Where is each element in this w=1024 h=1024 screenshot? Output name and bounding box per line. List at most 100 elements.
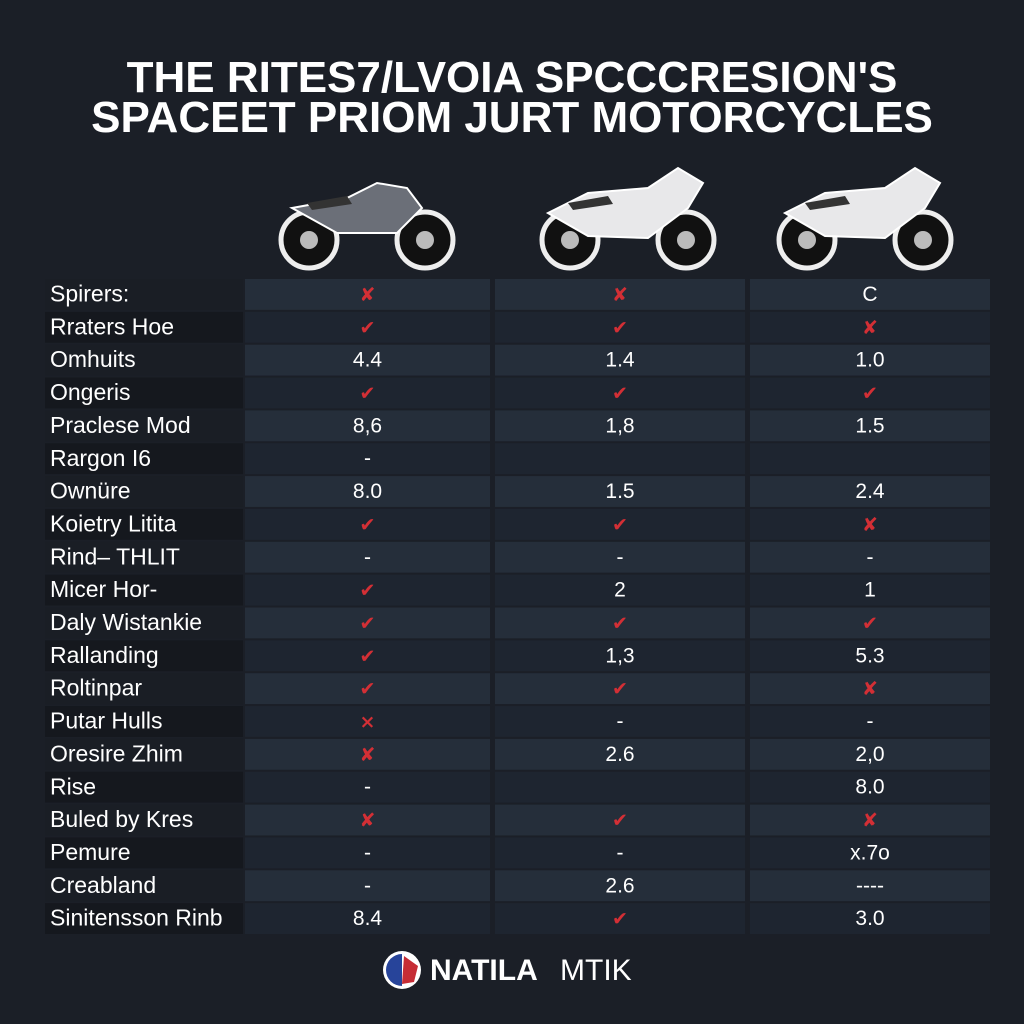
label-bg	[45, 443, 243, 475]
cell-value: 2.6	[605, 743, 634, 766]
bike-seat	[307, 196, 352, 210]
row-label: Ongeris	[50, 379, 131, 405]
cell-value: 2	[614, 579, 626, 602]
cell-bg	[495, 344, 745, 376]
hub	[914, 231, 932, 249]
cell-bg	[495, 804, 745, 836]
row-label: Buled by Kres	[50, 806, 193, 832]
hub	[561, 231, 579, 249]
row-label: Omhuits	[50, 346, 136, 372]
row-label: Praclese Mod	[50, 412, 191, 438]
cell-value: 2,0	[855, 743, 884, 766]
cell-bg	[245, 508, 490, 540]
cell-bg	[750, 607, 990, 639]
label-bg	[45, 410, 243, 442]
label-bg	[45, 311, 243, 343]
logo-flag	[402, 956, 418, 984]
cell-value: -	[364, 776, 371, 799]
brand-bold: NATILA	[430, 954, 538, 987]
row-label: Spirers:	[50, 281, 129, 307]
cell-value: ✔	[612, 810, 628, 832]
cell-value: ✘	[862, 810, 878, 832]
row-label: Sinitensson Rinb	[50, 905, 223, 931]
cell-value: 2.4	[855, 480, 885, 503]
bike-seat	[568, 196, 613, 210]
cell-value: 1.5	[605, 480, 634, 503]
title-line: THE RITES7/LVOIA SPCCCRESION'S	[127, 53, 898, 102]
label-bg	[45, 541, 243, 573]
cell-bg	[495, 377, 745, 409]
cell-value: 5.3	[855, 644, 884, 667]
cell-value: ×	[360, 711, 376, 733]
cell-value: ✔	[360, 645, 376, 667]
cell-bg	[495, 771, 745, 803]
hub	[416, 231, 434, 249]
row-label: Koietry Litita	[50, 510, 177, 536]
label-bg	[45, 476, 243, 507]
row-label: Pemure	[50, 839, 131, 865]
cell-value: ✘	[360, 284, 376, 306]
row-label: Rallanding	[50, 642, 159, 668]
cell-value: ✔	[612, 612, 628, 634]
hub	[300, 231, 318, 249]
cell-bg	[495, 870, 745, 902]
cell-bg	[495, 673, 745, 705]
cell-value: ✔	[360, 317, 376, 339]
cell-value: 2.6	[605, 874, 634, 897]
label-bg	[45, 771, 243, 803]
cell-value: 8.4	[353, 907, 383, 930]
cell-bg	[245, 771, 490, 803]
cell-value: 1.5	[855, 414, 884, 437]
row-label: Rise	[50, 773, 96, 799]
cell-value: ✘	[612, 284, 628, 306]
label-bg	[45, 508, 243, 540]
label-bg	[45, 673, 243, 705]
cell-bg	[750, 738, 990, 770]
cell-value: -	[617, 841, 624, 864]
cell-value: 1,8	[605, 414, 634, 437]
cell-bg	[495, 541, 745, 573]
cell-bg	[245, 837, 490, 869]
cell-bg	[245, 903, 490, 934]
cell-bg	[245, 607, 490, 639]
label-bg	[45, 706, 243, 737]
cell-bg	[245, 673, 490, 705]
bike-body	[289, 181, 424, 234]
cell-value: -	[617, 546, 624, 569]
cell-bg	[750, 508, 990, 540]
cell-value: -	[867, 710, 874, 733]
cell-value: -	[364, 874, 371, 897]
cell-bg	[495, 574, 745, 606]
label-bg	[45, 738, 243, 770]
label-bg	[45, 377, 243, 409]
cell-value: 1	[864, 579, 876, 602]
cell-value: 1.0	[855, 349, 884, 372]
cell-value: -	[867, 546, 874, 569]
hub	[677, 231, 695, 249]
cell-bg	[750, 771, 990, 803]
cell-value: ✘	[862, 317, 878, 339]
cell-value: -	[364, 447, 371, 470]
row-label: Rind– THLIT	[50, 543, 180, 569]
row-label: Micer Hor-	[50, 576, 157, 602]
cell-bg	[750, 377, 990, 409]
cell-value: ✘	[360, 810, 376, 832]
motorcycle	[278, 181, 456, 271]
cell-value: ✔	[360, 678, 376, 700]
row-label: Rargon I6	[50, 445, 151, 471]
label-bg	[45, 574, 243, 606]
cell-bg	[245, 410, 490, 442]
cell-bg	[245, 804, 490, 836]
cell-value: 4.4	[353, 349, 383, 372]
cell-bg	[495, 476, 745, 507]
label-bg	[45, 279, 243, 310]
cell-bg	[750, 476, 990, 507]
cell-bg	[245, 443, 490, 475]
title-line: SPACEET PRIOM JURT MOTORCYCLES	[91, 93, 933, 142]
cell-value: ✔	[612, 908, 628, 930]
cell-bg	[495, 738, 745, 770]
cell-bg	[750, 673, 990, 705]
cell-value: 3.0	[855, 907, 884, 930]
cell-value: ✘	[862, 514, 878, 536]
